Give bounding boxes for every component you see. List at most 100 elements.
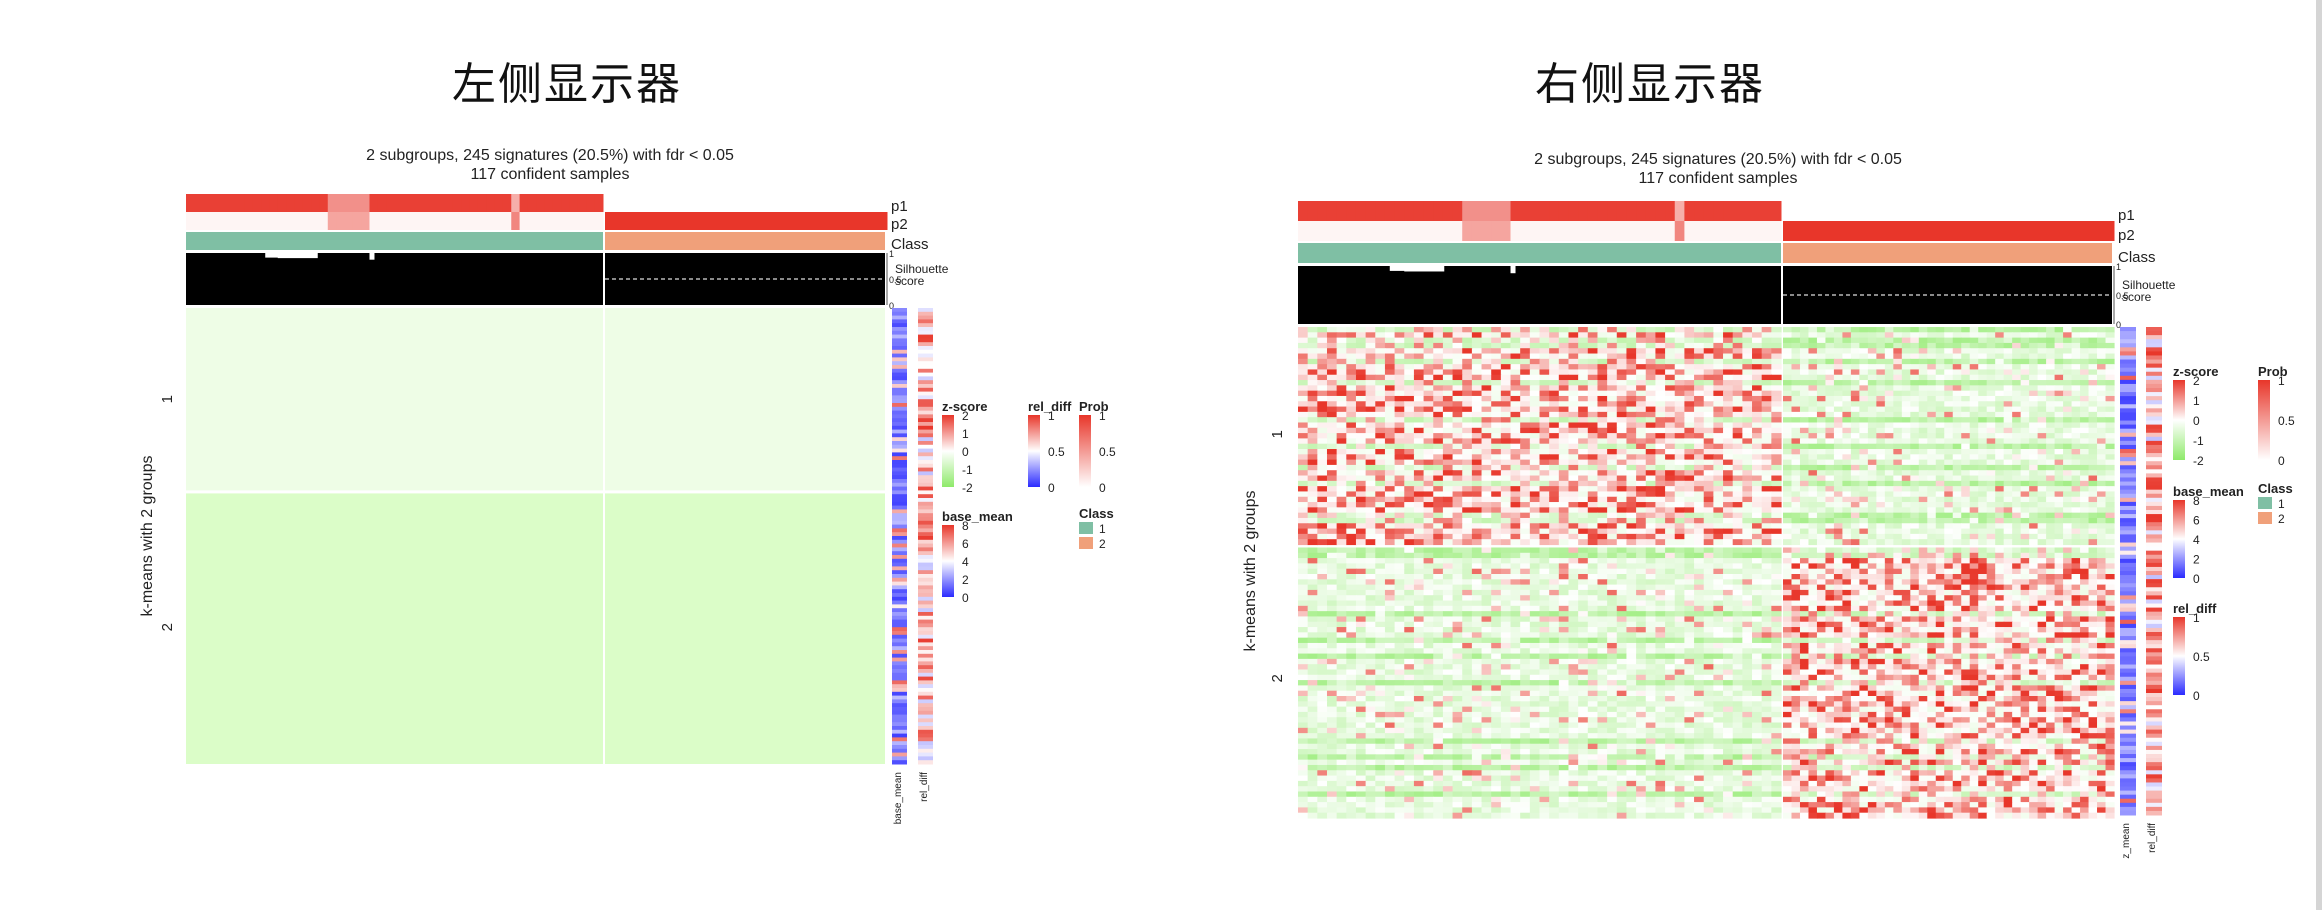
heatmap-cell: [1413, 454, 1425, 461]
heatmap-cell: [1645, 433, 1657, 439]
heatmap-cell: [1674, 507, 1685, 514]
side-annotation-2-cell: [918, 555, 933, 560]
heatmap-cell: [1986, 558, 1996, 564]
heatmap-cell: [1394, 364, 1405, 371]
p2-cell: [2063, 221, 2073, 241]
annotation-label-p1: p1: [891, 198, 908, 215]
p2-cell: [202, 212, 212, 230]
heatmap-cell: [1568, 327, 1579, 333]
heatmap-cell: [1825, 332, 1835, 339]
p2-cell: [261, 212, 270, 230]
heatmap-cell: [2063, 337, 2073, 344]
p2-cell: [219, 212, 229, 230]
heatmap-cell: [2088, 449, 2098, 455]
heatmap-cell: [1539, 558, 1550, 564]
heatmap-cell: [1355, 449, 1367, 455]
heatmap-cell: [1394, 427, 1405, 434]
heatmap-cell: [1384, 568, 1396, 575]
heatmap-cell: [1298, 459, 1309, 466]
heatmap-cell: [2097, 480, 2107, 487]
heatmap-cell: [1452, 427, 1463, 434]
heatmap-cell: [1694, 568, 1705, 575]
heatmap-cell: [1961, 422, 1971, 429]
heatmap-cell: [1876, 380, 1886, 386]
heatmap-cell: [1978, 438, 1988, 445]
heatmap-cell: [1520, 348, 1531, 355]
heatmap-cell: [1935, 390, 1945, 397]
heatmap-cell: [1808, 380, 1818, 386]
heatmap-cell: [1442, 342, 1454, 349]
heatmap-cell: [1655, 327, 1666, 333]
legend-swatch: [1079, 522, 1093, 534]
heatmap-cell: [1433, 574, 1444, 580]
heatmap-cell: [1442, 353, 1454, 360]
heatmap-cell: [1326, 470, 1338, 477]
heatmap-cell: [2071, 364, 2081, 371]
heatmap-cell: [1500, 528, 1512, 535]
heatmap-cell: [1520, 512, 1531, 519]
heatmap-cell: [1539, 438, 1550, 445]
heatmap-cell: [1607, 523, 1618, 530]
heatmap-cell: [2003, 364, 2013, 371]
heatmap-cell: [2029, 327, 2039, 333]
heatmap-cell: [1655, 459, 1666, 466]
heatmap-cell: [1481, 517, 1492, 524]
heatmap-cell: [1791, 427, 1801, 434]
heatmap-cell: [1375, 374, 1386, 381]
heatmap-cell: [2063, 558, 2073, 564]
heatmap-cell: [2063, 369, 2073, 376]
heatmap-cell: [1404, 353, 1415, 360]
side-annotation-1-cell: [892, 703, 907, 708]
p2-cell: [1298, 221, 1309, 241]
heatmap-cell: [1723, 438, 1734, 445]
heatmap-cell: [1771, 395, 1782, 402]
heatmap-cell: [1694, 584, 1705, 591]
heatmap-cell: [1808, 491, 1818, 498]
heatmap-cell: [1481, 342, 1492, 349]
heatmap-cell: [2071, 558, 2081, 564]
heatmap-cell: [1365, 579, 1376, 586]
heatmap-cell: [1969, 438, 1979, 445]
heatmap-cell: [1674, 502, 1685, 508]
heatmap-cell: [1833, 358, 1844, 365]
p1-cell: [626, 194, 635, 212]
heatmap-cell: [1952, 337, 1962, 344]
heatmap-cell: [1742, 517, 1753, 524]
class-annotation-group-2: [1783, 243, 2112, 263]
heatmap-cell: [1978, 401, 1988, 408]
side-annotation-2-cell: [918, 684, 933, 689]
heatmap-cell: [1326, 411, 1338, 418]
heatmap-cell: [1783, 464, 1793, 471]
heatmap-cell: [2037, 427, 2047, 434]
heatmap-cell: [1876, 486, 1886, 493]
heatmap-cell: [1723, 390, 1734, 397]
heatmap-cell: [1500, 475, 1512, 482]
heatmap-cell: [1918, 454, 1928, 461]
heatmap-cell: [1986, 568, 1996, 575]
p2-cell: [1850, 221, 1860, 241]
heatmap-cell: [1761, 584, 1772, 591]
heatmap-cell: [1927, 464, 1937, 471]
side-annotation-1-cell: [892, 589, 907, 594]
heatmap-cell: [1842, 443, 1852, 450]
heatmap-cell: [1927, 523, 1937, 530]
heatmap-cell: [2063, 539, 2073, 546]
heatmap-cell: [1713, 584, 1724, 591]
heatmap-cell: [1713, 523, 1724, 530]
heatmap-cell: [1481, 533, 1492, 540]
heatmap-cell: [1423, 353, 1434, 360]
heatmap-cell: [1674, 395, 1685, 402]
heatmap-cell: [1935, 552, 1945, 559]
p2-cell: [727, 212, 736, 230]
heatmap-cell: [1674, 491, 1685, 498]
heatmap-cell: [1326, 496, 1338, 503]
heatmap-cell: [1901, 486, 1911, 493]
side-annotation-2-cell: [918, 718, 933, 723]
heatmap-cell: [1901, 406, 1911, 413]
heatmap-cell: [1684, 390, 1695, 397]
side-annotation-1-cell: [892, 558, 907, 564]
heatmap-cell: [1944, 364, 1954, 371]
heatmap-cell: [1346, 411, 1357, 418]
side-annotation-2-cell: [918, 691, 933, 697]
heatmap-cell: [1816, 417, 1827, 424]
